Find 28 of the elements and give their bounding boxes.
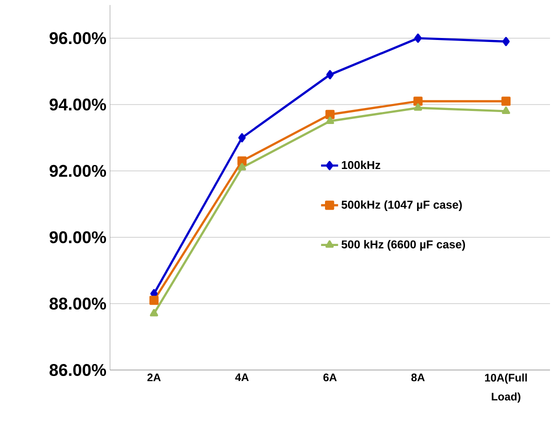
y-tick-label: 90.00% (50, 231, 106, 244)
legend-label: 100kHz (342, 160, 380, 170)
y-tick-label: 94.00% (50, 98, 106, 111)
point (502, 106, 510, 114)
y-tick-label: 86.00% (50, 364, 106, 376)
y-tick-label: 92.00% (50, 164, 106, 177)
legend-label: 500 kHz (6600 µF case) (342, 240, 466, 251)
point (149, 296, 159, 305)
x-tick-label: 10A(Full Load) (485, 374, 527, 403)
point (150, 309, 158, 316)
point (325, 110, 335, 120)
x-tick-label: 6A (323, 374, 337, 382)
legend-label: 500kHz (1047 µF case) (342, 200, 462, 212)
x-tick-label: 2A (147, 374, 161, 382)
point (326, 70, 334, 80)
point (237, 156, 247, 166)
point (413, 96, 423, 106)
x-tick-label: 4A (235, 374, 249, 382)
point (414, 34, 422, 43)
point (414, 103, 422, 111)
y-tick-label: 88.00% (50, 298, 106, 310)
y-tick-label: 96.00% (50, 32, 106, 44)
x-tick-label: 8A (411, 374, 425, 382)
point (238, 133, 246, 142)
point (326, 116, 334, 124)
point (238, 163, 246, 170)
point (501, 96, 511, 106)
point (502, 36, 510, 46)
